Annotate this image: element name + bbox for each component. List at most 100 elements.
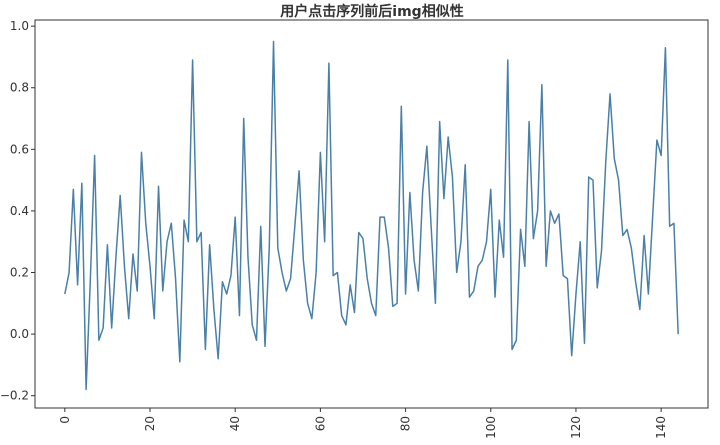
data-point: [591, 179, 594, 182]
data-point: [178, 360, 181, 363]
data-point: [157, 185, 160, 188]
data-point: [655, 139, 658, 142]
y-axis: −0.2 0.0 0.2 0.4 0.6 0.8 1.0: [0, 19, 35, 403]
data-point: [494, 296, 497, 299]
data-point: [310, 317, 313, 320]
data-point: [672, 222, 675, 225]
data-point: [383, 216, 386, 219]
data-point: [468, 296, 471, 299]
data-point: [421, 191, 424, 194]
data-point: [323, 240, 326, 243]
data-point: [106, 243, 109, 246]
data-point: [208, 243, 211, 246]
data-point: [119, 194, 122, 197]
data-point: [528, 120, 531, 123]
data-point: [161, 289, 164, 292]
data-point: [102, 326, 105, 329]
data-point: [613, 157, 616, 160]
data-point: [374, 314, 377, 317]
data-point: [97, 339, 100, 342]
data-point: [604, 160, 607, 163]
x-axis: 0 20 40 60 80 100 120 140: [58, 408, 668, 439]
data-point: [417, 289, 420, 292]
data-point: [149, 265, 152, 268]
data-point: [336, 271, 339, 274]
data-point: [545, 265, 548, 268]
data-point: [387, 246, 390, 249]
data-point: [506, 59, 509, 62]
x-tick-label: 20: [143, 416, 157, 431]
data-point: [408, 191, 411, 194]
data-point: [413, 259, 416, 262]
data-point: [396, 302, 399, 305]
y-tick-label: 0.6: [10, 142, 29, 156]
data-point: [459, 240, 462, 243]
data-point: [677, 333, 680, 336]
y-tick-label: 0.2: [10, 266, 29, 280]
data-point: [664, 46, 667, 49]
plot-frame: [34, 19, 709, 409]
x-tick-label: 40: [228, 416, 242, 431]
data-point: [379, 216, 382, 219]
data-point: [553, 222, 556, 225]
data-point: [609, 92, 612, 95]
data-point: [63, 293, 66, 296]
data-point: [255, 339, 258, 342]
data-point: [281, 271, 284, 274]
data-point: [451, 176, 454, 179]
data-point: [353, 311, 356, 314]
data-point: [511, 348, 514, 351]
data-point: [523, 265, 526, 268]
series-line: [64, 40, 679, 391]
data-point: [630, 246, 633, 249]
data-point: [302, 259, 305, 262]
data-point: [140, 151, 143, 154]
data-point: [587, 176, 590, 179]
data-point: [204, 348, 207, 351]
data-point: [264, 345, 267, 348]
data-point: [85, 388, 88, 391]
data-point: [76, 283, 79, 286]
plot-area: [63, 40, 680, 391]
data-point: [519, 228, 522, 231]
data-point: [183, 219, 186, 222]
data-point: [515, 339, 518, 342]
x-tick-label: 0: [58, 416, 72, 424]
data-point: [485, 240, 488, 243]
data-point: [238, 314, 241, 317]
data-point: [349, 283, 352, 286]
data-point: [481, 259, 484, 262]
data-point: [579, 240, 582, 243]
data-point: [319, 151, 322, 154]
data-point: [131, 253, 134, 256]
chart-title: 用户点击序列前后img相似性: [280, 3, 463, 20]
data-point: [289, 277, 292, 280]
data-point: [136, 289, 139, 292]
data-point: [617, 179, 620, 182]
data-point: [123, 265, 126, 268]
data-point: [536, 209, 539, 212]
data-point: [153, 317, 156, 320]
x-tick-label: 140: [654, 416, 668, 439]
data-point: [89, 277, 92, 280]
data-point: [127, 317, 130, 320]
y-tick-label: 0.8: [10, 81, 29, 95]
data-point: [166, 240, 169, 243]
data-point: [217, 357, 220, 360]
data-point: [293, 225, 296, 228]
data-point: [315, 271, 318, 274]
data-point: [298, 169, 301, 172]
data-point: [272, 40, 275, 43]
y-tick-label: −0.2: [0, 389, 29, 403]
x-tick-label: 60: [313, 416, 327, 431]
data-point: [80, 182, 83, 185]
data-point: [647, 293, 650, 296]
data-point: [566, 277, 569, 280]
data-point: [366, 277, 369, 280]
data-point: [361, 237, 364, 240]
data-point: [540, 83, 543, 86]
data-point: [259, 225, 262, 228]
data-point: [643, 234, 646, 237]
data-point: [455, 271, 458, 274]
